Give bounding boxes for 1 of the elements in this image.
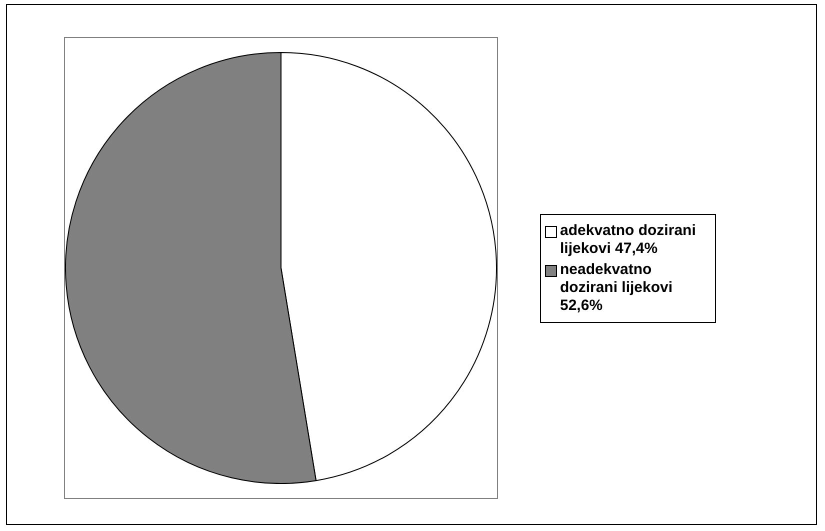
legend-label: neadekvatno dozirani lijekovi 52,6% <box>560 260 674 314</box>
